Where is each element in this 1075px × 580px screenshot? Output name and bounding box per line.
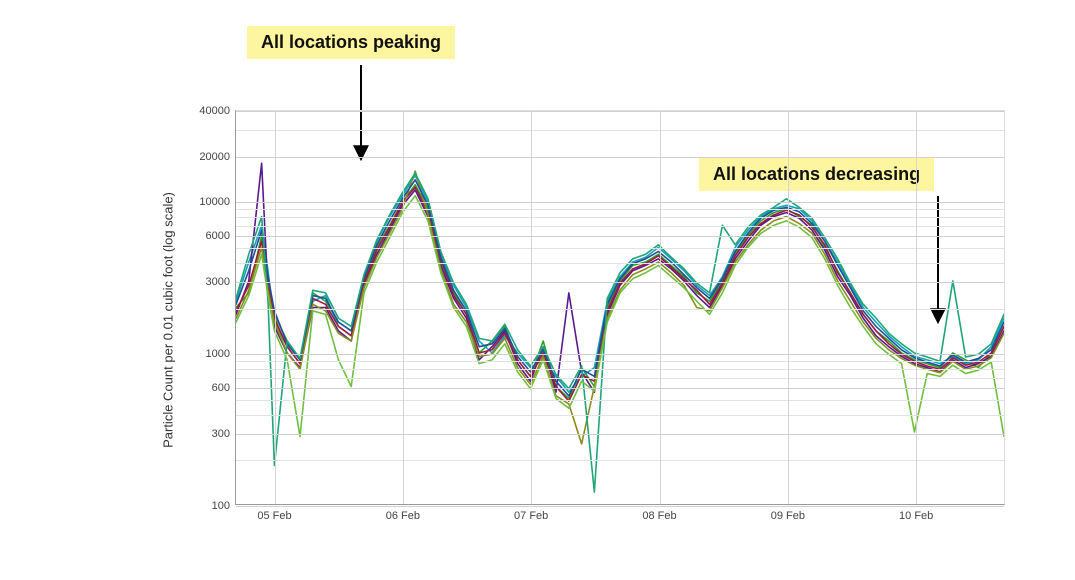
gridline-y-minor: [236, 263, 1004, 264]
gridline-y-minor: [236, 209, 1004, 210]
xtick-label: 09 Feb: [771, 504, 805, 522]
gridline-y-minor: [236, 226, 1004, 227]
ytick-label: 3000: [206, 276, 236, 288]
gridline-y-minor: [236, 361, 1004, 362]
ytick-label: 100: [212, 500, 236, 512]
particle-count-chart: Particle Count per 0.01 cubic foot (log …: [180, 100, 1015, 540]
gridline-y: [236, 354, 1004, 355]
gridline-y-minor: [236, 415, 1004, 416]
gridline-x: [916, 111, 917, 504]
gridline-y: [236, 157, 1004, 158]
gridline-y: [236, 506, 1004, 507]
series-line-loc6: [236, 180, 1004, 396]
gridline-y-minor: [236, 217, 1004, 218]
ytick-label: 1000: [206, 348, 236, 360]
ytick-label: 300: [212, 428, 236, 440]
series-svg: [236, 111, 1004, 504]
xtick-label: 07 Feb: [514, 504, 548, 522]
xtick-label: 06 Feb: [386, 504, 420, 522]
ytick-label: 600: [212, 382, 236, 394]
gridline-y-minor: [236, 460, 1004, 461]
gridline-y-minor: [236, 378, 1004, 379]
gridline-y-minor: [236, 130, 1004, 131]
gridline-x: [275, 111, 276, 504]
xtick-label: 10 Feb: [899, 504, 933, 522]
gridline-y-minor: [236, 309, 1004, 310]
gridline-y-minor: [236, 400, 1004, 401]
ytick-label: 10000: [199, 196, 236, 208]
gridline-x: [531, 111, 532, 504]
xtick-label: 08 Feb: [642, 504, 676, 522]
ytick-label: 6000: [206, 230, 236, 242]
gridline-x: [403, 111, 404, 504]
gridline-y: [236, 434, 1004, 435]
gridline-y: [236, 111, 1004, 112]
gridline-y-minor: [236, 369, 1004, 370]
series-line-loc5: [236, 171, 1004, 444]
gridline-x: [788, 111, 789, 504]
gridline-y: [236, 202, 1004, 203]
gridline-y: [236, 282, 1004, 283]
gridline-y: [236, 236, 1004, 237]
plot-area: 10030060010003000600010000200004000005 F…: [235, 110, 1005, 505]
ytick-label: 20000: [199, 151, 236, 163]
ytick-label: 40000: [199, 105, 236, 117]
gridline-x: [660, 111, 661, 504]
y-axis-label: Particle Count per 0.01 cubic foot (log …: [161, 192, 176, 448]
gridline-y-minor: [236, 248, 1004, 249]
gridline-y: [236, 388, 1004, 389]
xtick-label: 05 Feb: [257, 504, 291, 522]
